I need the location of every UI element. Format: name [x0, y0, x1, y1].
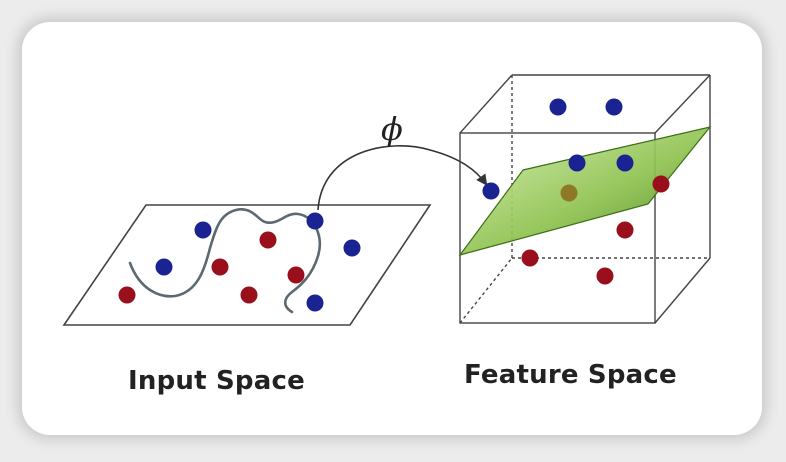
- blue-point: [549, 98, 567, 116]
- blue-point: [616, 154, 634, 172]
- input-space-label: Input Space: [128, 366, 305, 396]
- blue-point: [343, 239, 361, 257]
- input-space-plane: [62, 204, 432, 326]
- mapping-arrow: [317, 145, 488, 211]
- blue-point: [194, 221, 212, 239]
- figure-card: [22, 22, 762, 435]
- feature-space-points: [521, 154, 670, 285]
- red-point: [596, 267, 614, 285]
- blue-point: [568, 154, 586, 172]
- separating-hyperplane: [458, 126, 712, 257]
- blue-point: [605, 98, 623, 116]
- red-point: [521, 249, 539, 267]
- input-space-points: [118, 212, 361, 312]
- red-point: [211, 258, 229, 276]
- red-point: [287, 266, 305, 284]
- red-point: [240, 286, 258, 304]
- blue-point: [155, 258, 173, 276]
- red-point: [259, 231, 277, 249]
- input-space-decision-curve: [128, 207, 321, 314]
- red-point: [118, 286, 136, 304]
- blue-point: [482, 182, 500, 200]
- red-point-behind-plane: [560, 184, 578, 202]
- blue-point: [306, 294, 324, 312]
- red-point: [652, 175, 670, 193]
- feature-space-points-top: [482, 98, 623, 200]
- feature-space-label: Feature Space: [464, 360, 677, 390]
- blue-point: [306, 212, 324, 230]
- mapping-symbol: ϕ: [381, 110, 403, 148]
- red-point: [616, 221, 634, 239]
